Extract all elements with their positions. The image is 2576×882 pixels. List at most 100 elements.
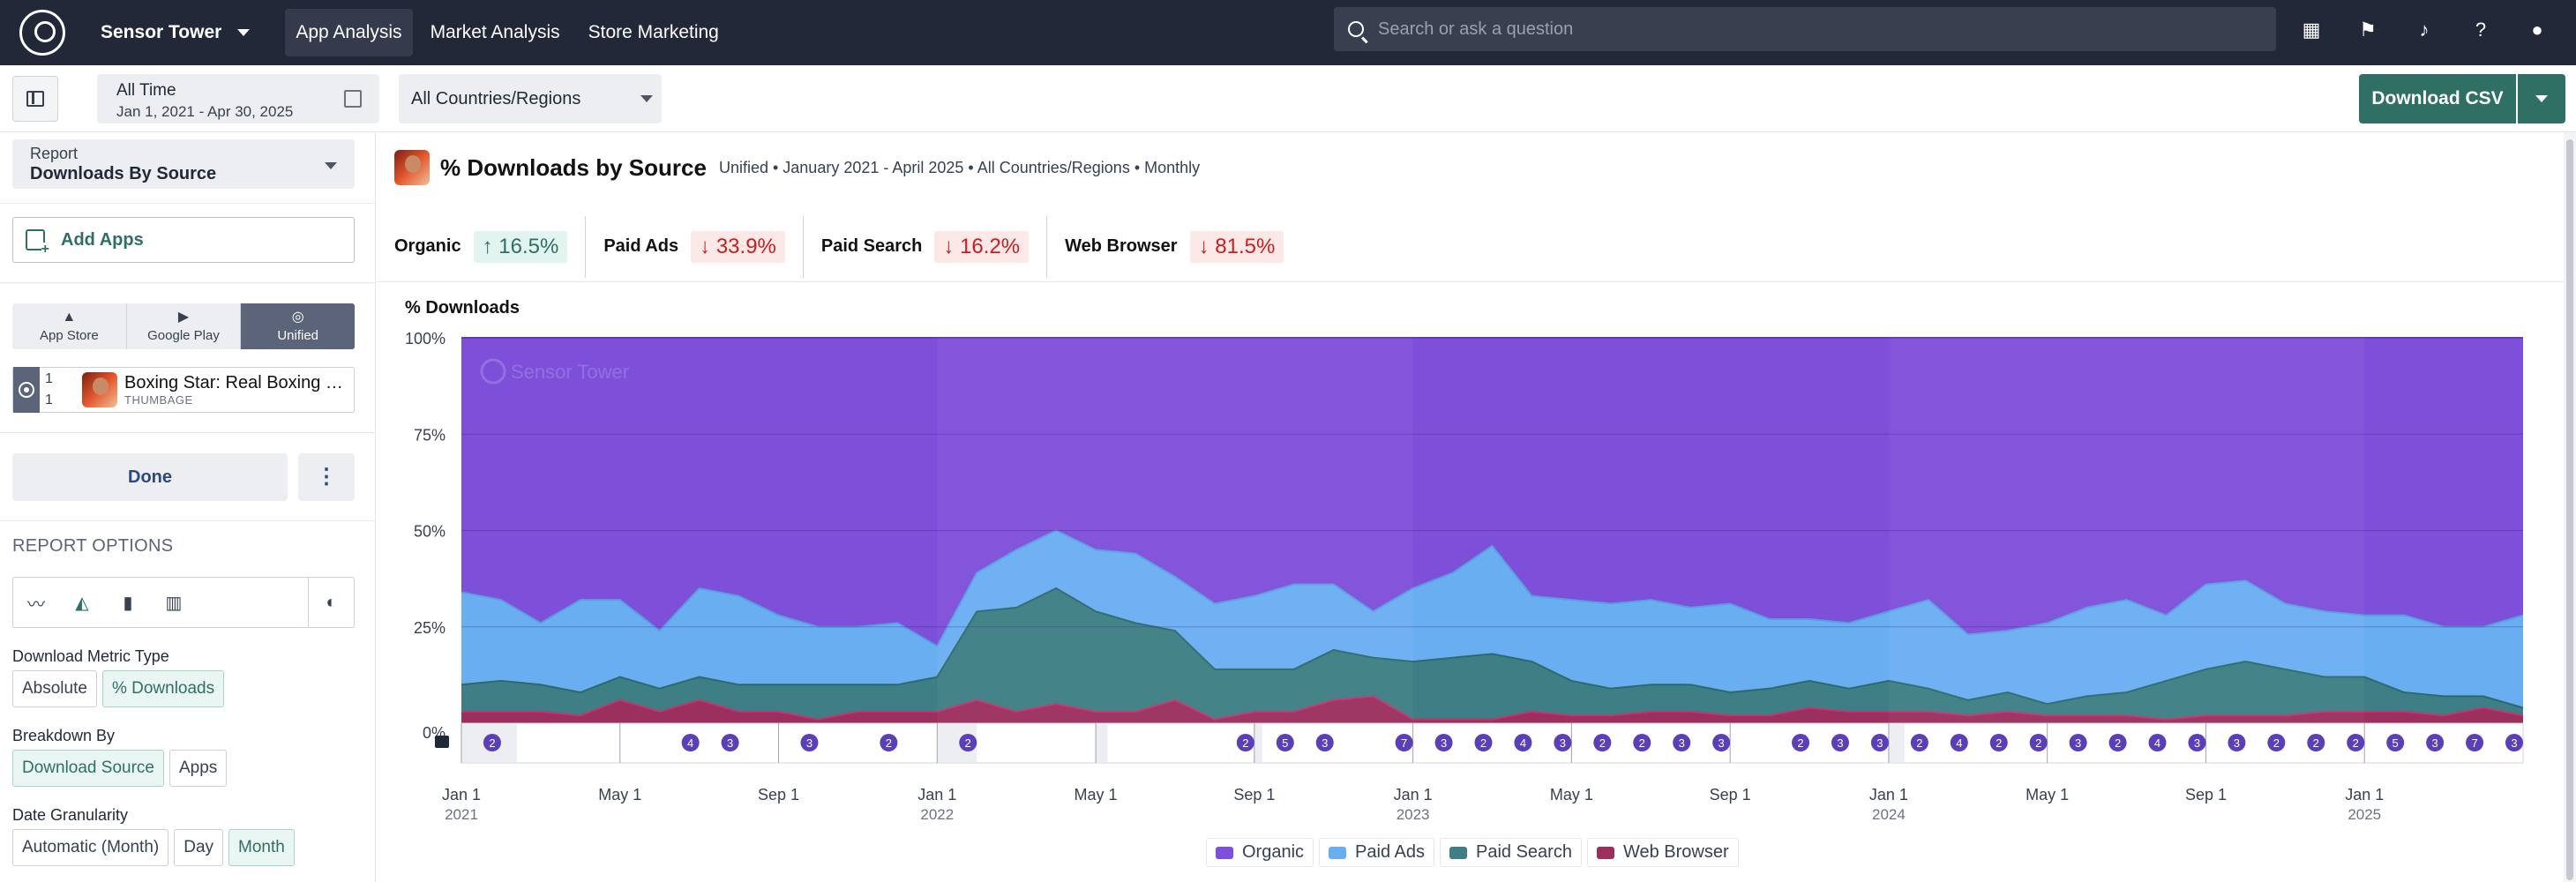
download-csv-button[interactable]: Download CSV <box>2359 74 2516 123</box>
tab-google-play[interactable]: ▶ Google Play <box>126 303 242 349</box>
legend-web-browser[interactable]: Web Browser <box>1586 838 1739 867</box>
option-automatic-month[interactable]: Automatic (Month) <box>12 829 169 866</box>
date-range-picker[interactable]: All Time Jan 1, 2021 - Apr 30, 2025 <box>97 74 379 123</box>
sidebar-toggle-icon <box>26 91 44 107</box>
timeline-marker <box>1276 734 1294 751</box>
timeline-marker <box>2148 734 2167 751</box>
timeline-marker-label: 2 <box>2313 736 2319 750</box>
option-month[interactable]: Month <box>228 829 295 866</box>
report-label: Report <box>30 145 79 162</box>
legend-organic[interactable]: Organic <box>1206 838 1314 867</box>
timeline-marker-label: 4 <box>1520 736 1526 750</box>
line-chart-icon[interactable]: 〰 <box>27 594 45 615</box>
line-web-browser <box>461 695 2524 721</box>
timeline-marker <box>1236 734 1254 751</box>
x-tick-label: Jan 1 <box>1394 786 1433 804</box>
metric-value: ↓ 33.9% <box>691 230 785 263</box>
more-options-button[interactable]: ⋮ <box>298 453 355 501</box>
platform-counts: 1 1 <box>40 369 82 411</box>
divider <box>0 203 376 204</box>
option-apps[interactable]: Apps <box>168 750 228 787</box>
metric-value: ↓ 16.2% <box>934 230 1030 263</box>
timeline-marker <box>1593 734 1612 751</box>
dashboard-icon[interactable]: ▦ <box>2302 19 2321 41</box>
add-app-icon <box>26 229 49 257</box>
year-band <box>1888 338 2365 723</box>
option-download-source[interactable]: Download Source <box>12 750 164 787</box>
legend-label: Paid Search <box>1475 842 1572 862</box>
timeline-marker-label: 3 <box>1876 736 1883 750</box>
timeline-marker <box>1792 734 1810 751</box>
timeline-marker-label: 3 <box>1560 736 1566 750</box>
timeline-marker-label: 3 <box>1719 736 1725 750</box>
search-input[interactable]: Search or ask a question <box>1334 7 2276 51</box>
option-percent-downloads[interactable]: % Downloads <box>101 670 225 707</box>
download-options-dropdown[interactable] <box>2518 74 2565 123</box>
timeline-marker <box>1395 734 1413 751</box>
metric-label: Paid Search <box>820 236 923 256</box>
x-tick-year: 2024 <box>1872 806 1906 823</box>
timeline-marker <box>1950 734 1968 751</box>
tab-app-analysis[interactable]: App Analysis <box>285 9 413 56</box>
timeline-marker <box>2426 734 2445 751</box>
toggle-sidebar-button[interactable] <box>12 76 58 122</box>
palette-icon[interactable]: ◐ <box>308 578 354 627</box>
bar-chart-icon[interactable]: ▮ <box>123 593 133 613</box>
timeline-marker <box>1870 734 1889 751</box>
option-absolute[interactable]: Absolute <box>12 670 97 707</box>
report-selector[interactable]: Report Downloads By Source <box>12 139 355 189</box>
watermark-logo-icon <box>480 358 506 385</box>
timeline-marker <box>1315 734 1334 751</box>
app-icon <box>394 150 430 185</box>
chart-legend: Organic Paid Ads Paid Search Web Browser <box>1206 838 1739 867</box>
calendar-icon <box>344 90 362 108</box>
tab-unified[interactable]: ◎ Unified <box>241 303 355 349</box>
timeline-marker <box>2069 734 2087 751</box>
done-button[interactable]: Done <box>12 453 288 501</box>
notification-bell-icon[interactable]: ♪ <box>2419 19 2430 41</box>
app-select-radio[interactable] <box>13 367 40 413</box>
tab-label: Unified <box>277 327 319 343</box>
app-card[interactable]: 1 1 Boxing Star: Real Boxing Fight THUMB… <box>12 367 355 413</box>
sensor-tower-logo-icon[interactable] <box>19 10 65 56</box>
granularity-label: Date Granularity <box>12 806 129 824</box>
country-value: All Countries/Regions <box>411 89 581 108</box>
timeline-marker-label: 3 <box>1441 736 1447 750</box>
brand-name: Sensor Tower <box>101 22 222 42</box>
legend-paid-search[interactable]: Paid Search <box>1439 838 1582 867</box>
timeline-marker <box>2505 734 2523 751</box>
tab-market-analysis[interactable]: Market Analysis <box>430 22 560 42</box>
page-scrollbar[interactable] <box>2564 132 2576 882</box>
metric-paid-search: Paid Search ↓ 16.2% <box>804 215 1048 278</box>
legend-paid-ads[interactable]: Paid Ads <box>1319 838 1434 867</box>
workspace-selector[interactable]: Sensor Tower <box>101 22 251 43</box>
timeline-marker <box>1554 734 1572 751</box>
country-selector[interactable]: All Countries/Regions <box>399 74 662 123</box>
ios-count: 1 <box>45 371 53 386</box>
tab-store-marketing[interactable]: Store Marketing <box>588 22 719 42</box>
help-icon[interactable]: ? <box>2475 19 2487 41</box>
add-apps-button[interactable]: Add Apps <box>12 217 355 263</box>
timeline-marker-label: 2 <box>2273 736 2280 750</box>
date-range-value: Jan 1, 2021 - Apr 30, 2025 <box>116 103 294 120</box>
area-chart-icon[interactable]: ◭ <box>75 593 89 613</box>
timeline-marker-label: 2 <box>1639 736 1645 750</box>
metric-value: ↑ 16.5% <box>473 230 568 263</box>
x-tick-label: Jan 1 <box>1869 786 1908 804</box>
legend-label: Paid Ads <box>1355 842 1425 862</box>
metric-type-label: Download Metric Type <box>12 647 169 665</box>
bookmark-icon[interactable]: ⚑ <box>2359 19 2377 41</box>
timeline-marker-label: 4 <box>2154 736 2160 750</box>
stacked-bar-chart-icon[interactable]: ▥ <box>165 593 183 613</box>
tab-app-store[interactable]: ▲ App Store <box>12 303 127 349</box>
account-icon[interactable]: ● <box>2531 19 2543 41</box>
timeline-marker <box>2228 734 2246 751</box>
option-day[interactable]: Day <box>174 829 224 866</box>
metric-paid-ads: Paid Ads ↓ 33.9% <box>586 215 804 278</box>
unified-icon: ◎ <box>291 309 304 325</box>
x-tick-label: Sep 1 <box>2185 786 2227 804</box>
x-tick-label: May 1 <box>1550 786 1593 804</box>
divider <box>0 432 376 433</box>
timeline-marker-label: 3 <box>1322 736 1328 750</box>
